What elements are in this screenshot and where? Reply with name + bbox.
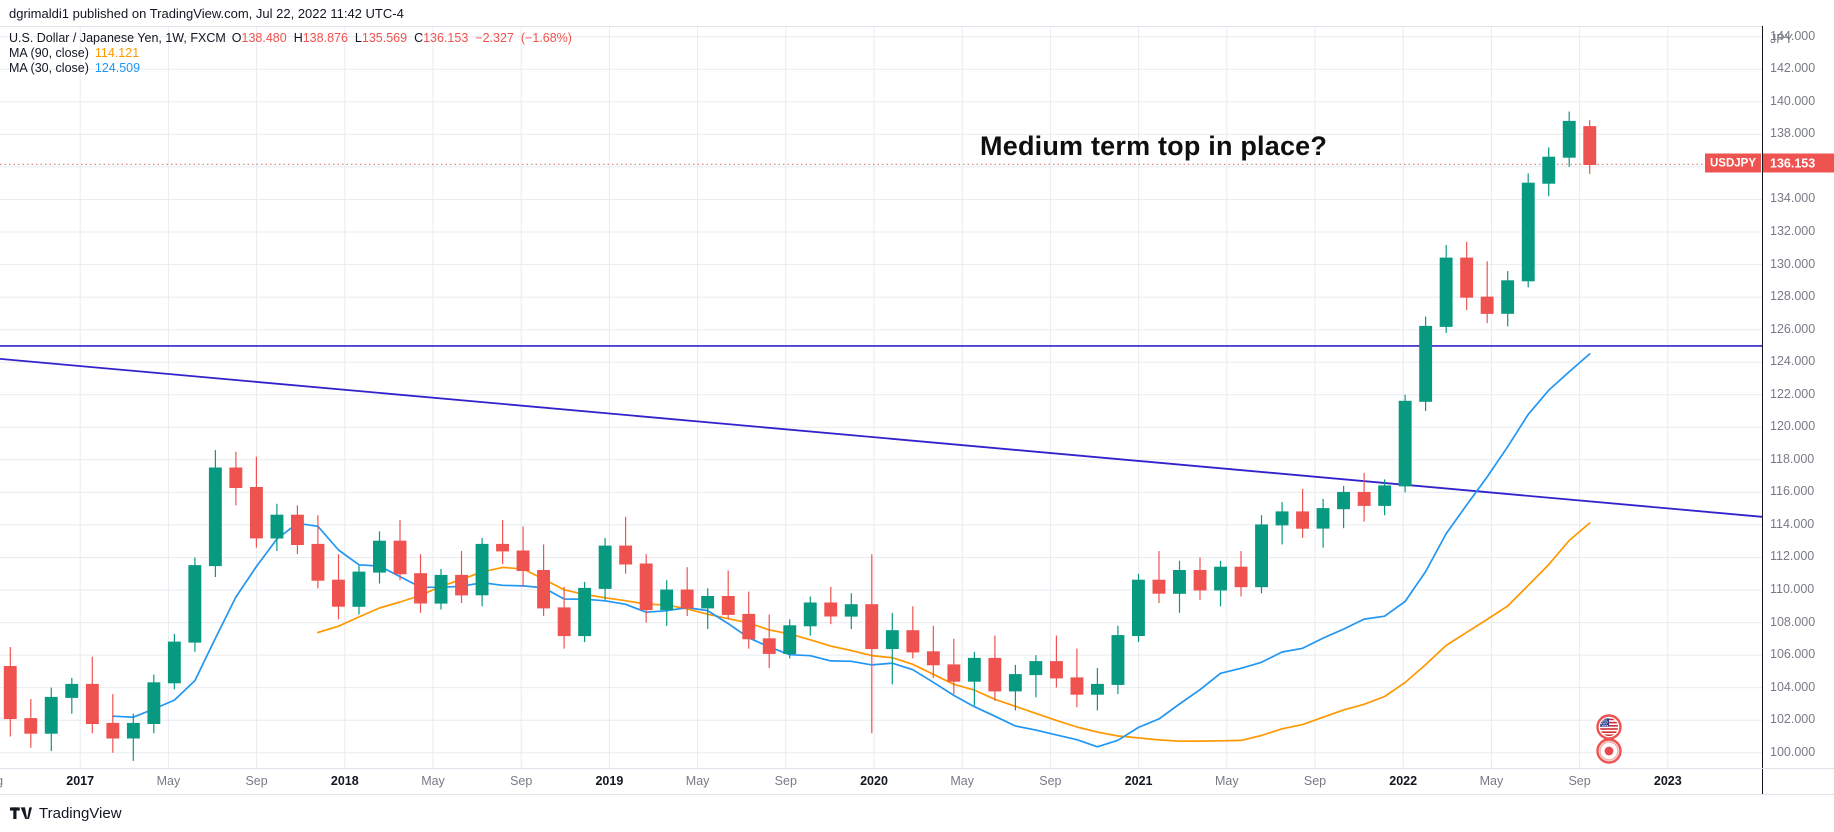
legend-ohlc: O138.480 H138.876 L135.569 C136.153 −2.3…	[232, 31, 572, 46]
time-tick: Sep	[1568, 774, 1591, 788]
price-tick: 138.000	[1770, 126, 1816, 141]
legend-ma30-name: MA (30, close)	[9, 61, 89, 75]
current-price-badge: 136.153	[1763, 153, 1834, 173]
published-text: dgrimaldi1 published on TradingView.com,…	[9, 5, 404, 21]
price-axis-unit: JPY	[1770, 32, 1793, 46]
time-tick: 2022	[1389, 774, 1418, 788]
legend-ma90-value: 114.121	[94, 46, 140, 60]
ohlc-open: O138.480	[231, 31, 287, 45]
legend-row-symbol[interactable]: U.S. Dollar / Japanese Yen, 1W, FXCM O13…	[9, 31, 572, 46]
price-tick: 118.000	[1770, 451, 1815, 466]
price-tick: 128.000	[1770, 289, 1816, 304]
time-tick: May	[1214, 774, 1239, 788]
time-tick: May	[1479, 774, 1504, 788]
time-tick: 2021	[1124, 774, 1153, 788]
price-tick: 130.000	[1770, 256, 1816, 271]
price-tick: 116.000	[1770, 484, 1815, 499]
ohlc-low: L135.569	[354, 31, 408, 45]
chart-grid	[0, 27, 1762, 768]
price-tick: 144.000	[1770, 28, 1816, 43]
legend-row-ma90[interactable]: MA (90, close) 114.121	[9, 46, 572, 61]
time-tick: Sep	[774, 774, 797, 788]
chart-series	[0, 111, 1762, 761]
legend-symbol-title: U.S. Dollar / Japanese Yen, 1W, FXCM	[9, 31, 226, 45]
price-tick: 106.000	[1770, 647, 1816, 662]
time-tick: Sep	[1303, 774, 1327, 788]
time-axis[interactable]: Aug 2017 May Sep 2018 May Sep 2019 May Sep 2020 May…	[0, 768, 1834, 795]
price-tick: 122.000	[1770, 386, 1816, 401]
time-tick: May	[421, 774, 445, 788]
time-tick: 2019	[595, 774, 624, 788]
legend-ma90-name: MA (90, close)	[9, 46, 89, 60]
price-tick: 102.000	[1770, 712, 1816, 727]
price-tick: 132.000	[1770, 224, 1816, 239]
chart-pane[interactable]: U.S. Dollar / Japanese Yen, 1W, FXCM O13…	[0, 26, 1762, 768]
price-tick: 112.000	[1770, 549, 1815, 564]
price-tick: 100.000	[1770, 744, 1816, 759]
price-axis[interactable]: JPY 144.000142.000140.000138.000136.0001…	[1762, 26, 1834, 768]
price-tick: 108.000	[1770, 614, 1816, 629]
legend-ma30-value: 124.509	[94, 61, 141, 75]
time-tick: 2020	[860, 774, 888, 788]
ohlc-change-pct: (−1.68%)	[520, 31, 572, 45]
chart-annotation-label[interactable]: Medium term top in place?	[980, 131, 1328, 162]
price-tick: 110.000	[1770, 582, 1815, 596]
united-states-flag-icon[interactable]	[1596, 714, 1622, 745]
ohlc-high: H138.876	[293, 31, 348, 45]
time-tick: 2017	[66, 774, 95, 788]
time-tick: Sep	[510, 774, 533, 788]
price-tick: 120.000	[1770, 419, 1816, 434]
time-tick: May	[950, 774, 974, 788]
price-tick: 126.000	[1770, 321, 1816, 336]
tradingview-wordmark: TradingView	[39, 805, 122, 822]
ohlc-change: −2.327	[475, 31, 514, 45]
time-axis-separator	[1762, 769, 1763, 795]
price-tick: 124.000	[1770, 354, 1816, 369]
time-tick: Sep	[1039, 774, 1062, 788]
price-tick: 134.000	[1770, 191, 1816, 206]
time-tick: May	[685, 774, 710, 788]
time-tick: 2018	[330, 774, 359, 788]
price-tick: 142.000	[1770, 61, 1816, 76]
japan-flag-icon[interactable]	[1596, 738, 1622, 768]
footer-bar: TradingView	[0, 794, 1834, 832]
ohlc-close: C136.153	[414, 31, 469, 45]
time-tick: May	[156, 774, 181, 788]
legend-row-ma30[interactable]: MA (30, close) 124.509	[9, 61, 572, 76]
symbol-price-tag: USDJPY	[1705, 153, 1762, 173]
price-tick: 114.000	[1770, 516, 1815, 531]
time-tick: Sep	[245, 774, 268, 788]
time-tick: Aug	[0, 774, 3, 788]
chart-legend: U.S. Dollar / Japanese Yen, 1W, FXCM O13…	[9, 31, 572, 76]
price-tick: 104.000	[1770, 679, 1816, 694]
time-tick: 2023	[1653, 774, 1682, 788]
price-tick: 140.000	[1770, 93, 1816, 108]
published-byline: dgrimaldi1 published on TradingView.com,…	[0, 0, 1834, 26]
tradingview-logo-icon[interactable]	[10, 806, 32, 821]
